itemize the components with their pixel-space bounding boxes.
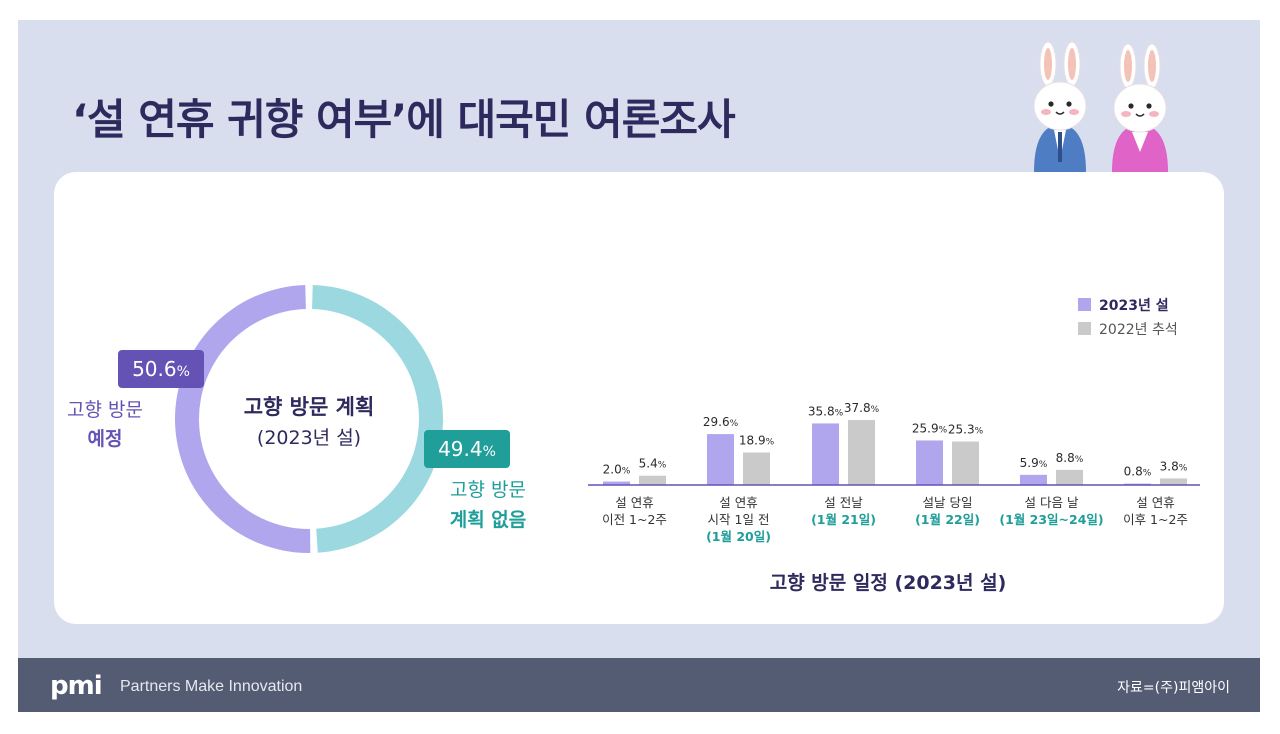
bar-2022-6 <box>1160 478 1187 485</box>
category-label: (1월 21일) <box>811 512 876 527</box>
category-label: 이후 1~2주 <box>1123 512 1188 527</box>
rabbit-illustration <box>1033 41 1168 172</box>
legend-swatch-2022 <box>1078 322 1091 335</box>
slice-1-value-badge <box>118 350 204 388</box>
bar-2023-3 <box>812 423 839 485</box>
data-label: 37.8% <box>844 401 880 415</box>
data-label: 8.8% <box>1056 451 1084 465</box>
donut-slice-2 <box>312 285 444 553</box>
bar-2023-1 <box>603 481 630 485</box>
bar-2022-2 <box>743 452 770 485</box>
category-label: 이전 1~2주 <box>602 512 667 527</box>
pmi-logo: pmi <box>50 671 103 701</box>
slice-1-label-line2: 예정 <box>88 428 123 450</box>
bar-2022-3 <box>848 419 875 485</box>
category-label: 시작 1일 전 <box>708 512 770 527</box>
category-label: 설 전날 <box>824 495 863 510</box>
footer-bar: pmi Partners Make Innovation 자료=(주)피앰아이 <box>18 658 1260 712</box>
slice-2-label-line1: 고향 방문 <box>450 479 526 501</box>
content-card <box>54 172 1224 624</box>
bar-2022-1 <box>639 475 666 485</box>
data-label: 35.8% <box>808 404 844 418</box>
data-label: 2.0% <box>603 463 631 477</box>
bar-2022-4 <box>952 441 979 485</box>
slice-2-value-badge <box>424 430 510 468</box>
category-label: 설 다음 날 <box>1025 495 1079 510</box>
bar-2023-4 <box>916 440 943 485</box>
legend: 2023년 설 2022년 추석 <box>1078 298 1178 338</box>
slice-2-value-label: 49.4% <box>438 437 496 461</box>
data-label: 3.8% <box>1160 459 1188 473</box>
category-label: (1월 22일) <box>915 512 980 527</box>
rabbit-girl-icon <box>1112 43 1168 172</box>
bar-2023-2 <box>707 434 734 485</box>
data-label: 18.9% <box>739 433 775 447</box>
category-label: (1월 23일~24일) <box>999 512 1103 527</box>
donut-chart: 고향 방문 계획 (2023년 설) 50.6% 고향 방문 예정 49.4% … <box>67 285 527 553</box>
category-label: 설 연휴 <box>1136 495 1174 510</box>
legend-label-2023: 2023년 설 <box>1099 298 1169 314</box>
slice-2-label-line2: 계획 없음 <box>450 509 527 531</box>
legend-swatch-2023 <box>1078 298 1091 311</box>
donut-center-title: 고향 방문 계획 <box>244 395 375 419</box>
rabbit-boy-icon <box>1033 41 1087 172</box>
category-label: 설 연휴 <box>615 495 653 510</box>
data-label: 29.6% <box>703 415 739 429</box>
data-label: 25.3% <box>948 422 984 436</box>
category-label: 설날 당일 <box>923 495 973 510</box>
data-label: 25.9% <box>912 421 948 435</box>
donut-center-subtitle: (2023년 설) <box>257 427 361 449</box>
bar-2022-5 <box>1056 469 1083 485</box>
data-label: 5.9% <box>1020 456 1048 470</box>
source-credit: 자료=(주)피앰아이 <box>1117 680 1230 696</box>
legend-label-2022: 2022년 추석 <box>1099 322 1178 338</box>
donut-slice-1 <box>175 285 311 553</box>
category-label: 설 연휴 <box>719 495 757 510</box>
page-title: ‘설 연휴 귀향 여부’에 대국민 여론조사 <box>72 95 736 144</box>
category-label: (1월 20일) <box>706 529 771 544</box>
slice-1-label-line1: 고향 방문 <box>67 399 143 421</box>
bar-chart-title: 고향 방문 일정 (2023년 설) <box>770 572 1007 594</box>
footer-tagline: Partners Make Innovation <box>120 678 303 695</box>
data-label: 0.8% <box>1124 465 1152 479</box>
bar-2023-5 <box>1020 474 1047 485</box>
data-label: 5.4% <box>639 457 667 471</box>
slice-1-value-label: 50.6% <box>132 357 190 381</box>
